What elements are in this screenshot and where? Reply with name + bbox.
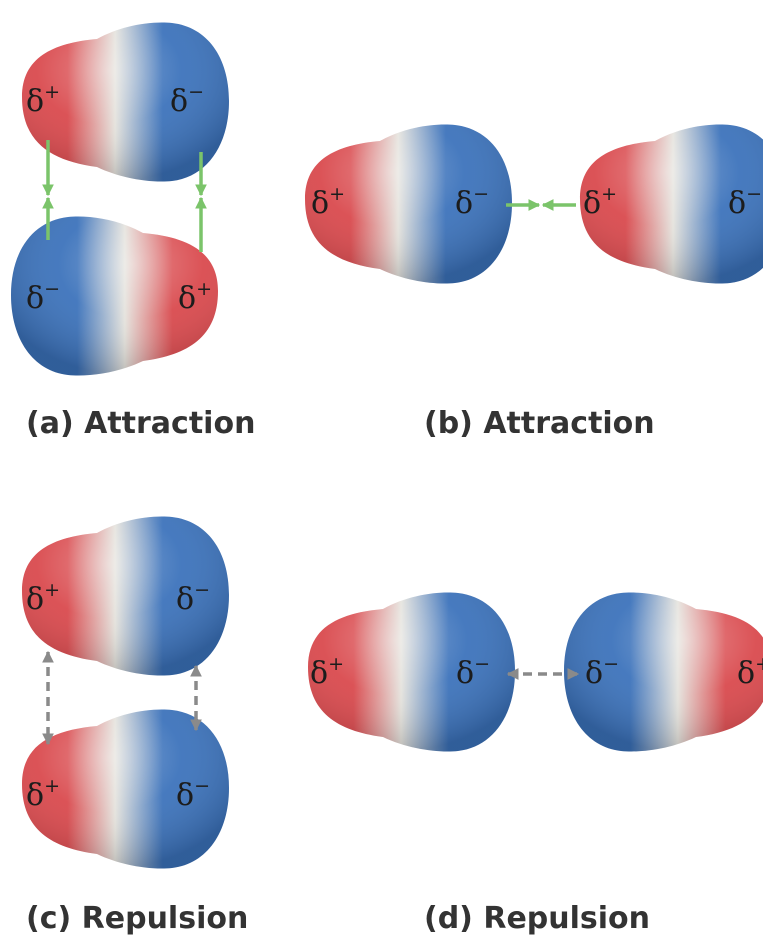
panel-b: δ+ δ− δ+ δ− (b) Attraction [305, 124, 763, 441]
charge-label-c-bottom-negative: δ− [176, 775, 210, 813]
charge-label-a-top-negative: δ− [170, 81, 204, 119]
charge-label-b-left-negative: δ− [455, 183, 489, 221]
caption-d: (d) Repulsion [424, 901, 650, 936]
charge-label-c-bottom-positive: δ+ [26, 775, 60, 813]
charge-label-d-left-positive: δ+ [310, 653, 344, 691]
charge-label-b-left-positive: δ+ [311, 183, 345, 221]
charge-label-d-right-positive: δ+ [737, 653, 763, 691]
charge-label-c-top-negative: δ− [176, 579, 210, 617]
panel-a: δ+ δ− δ− δ+ (a) Attraction [11, 22, 255, 441]
charge-label-b-right-negative: δ− [728, 183, 762, 221]
charge-label-a-bottom-positive: δ+ [178, 278, 212, 316]
charge-label-d-right-negative: δ− [585, 653, 619, 691]
caption-c: (c) Repulsion [26, 901, 248, 936]
caption-b: (b) Attraction [424, 406, 655, 441]
charge-label-d-left-negative: δ− [456, 653, 490, 691]
charge-label-a-top-positive: δ+ [26, 81, 60, 119]
charge-label-c-top-positive: δ+ [26, 579, 60, 617]
panel-c: δ+ δ− δ+ δ− (c) Repulsion [22, 516, 248, 936]
caption-a: (a) Attraction [26, 406, 255, 441]
charge-label-b-right-positive: δ+ [583, 183, 617, 221]
panel-d: δ+ δ− δ− δ+ (d) Repulsion [308, 592, 763, 936]
charge-label-a-bottom-negative: δ− [26, 278, 60, 316]
